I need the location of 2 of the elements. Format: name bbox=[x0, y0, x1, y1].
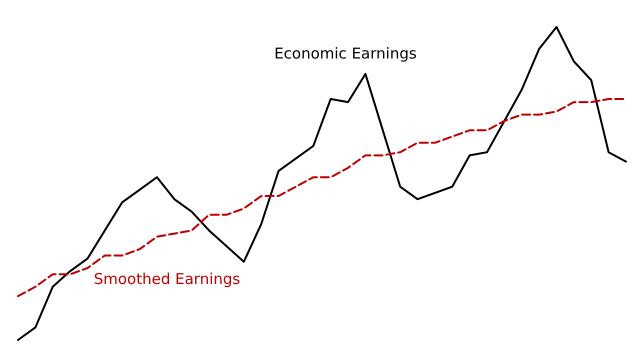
series-label: Economic Earnings bbox=[274, 44, 417, 62]
series-label: Smoothed Earnings bbox=[94, 270, 240, 288]
